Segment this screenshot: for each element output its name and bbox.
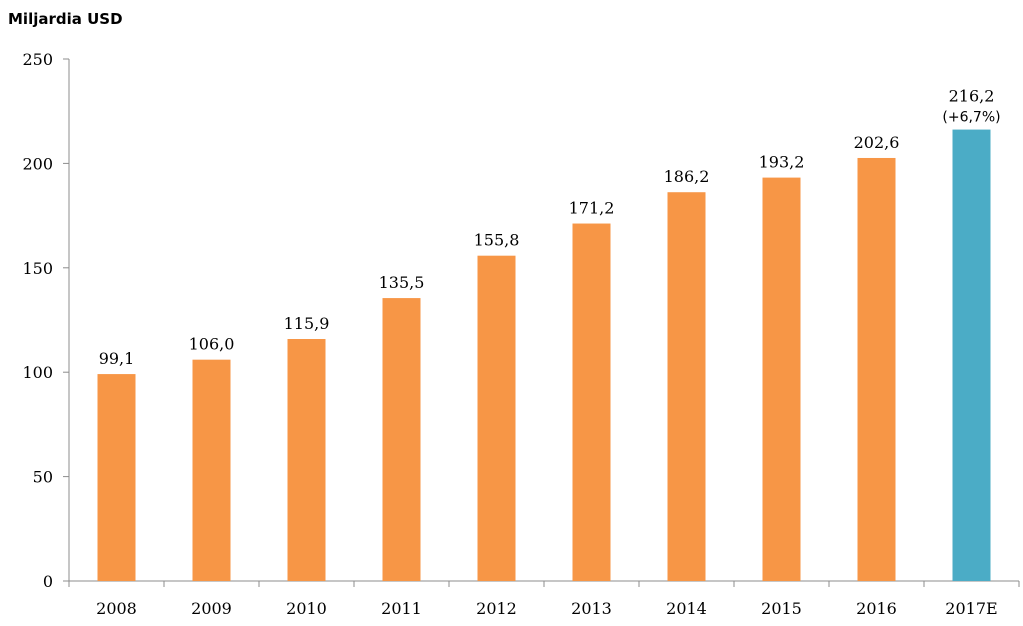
x-tick-label: 2010 (286, 599, 327, 618)
data-label: 135,5 (379, 273, 425, 292)
y-tick-label: 0 (43, 572, 53, 591)
x-tick-label: 2014 (666, 599, 707, 618)
y-unit-label: Miljardia USD (8, 10, 123, 28)
x-tick-label: 2017E (945, 599, 997, 618)
bar (382, 298, 421, 581)
x-tick-label: 2015 (761, 599, 802, 618)
y-tick-label: 200 (22, 154, 53, 173)
bar (667, 192, 706, 581)
data-label: 171,2 (569, 199, 615, 218)
y-axis: 0 50 100 150 200 250 (22, 50, 70, 591)
data-label: 106,0 (189, 335, 235, 354)
bar (952, 129, 991, 581)
x-tick-label: 2009 (191, 599, 232, 618)
x-axis: 2008 2009 2010 2011 2012 2013 2014 2015 2016 2017… (68, 580, 1020, 618)
bar (192, 359, 231, 581)
bars-group (97, 129, 991, 582)
data-label: 99,1 (99, 349, 135, 368)
y-tick-label: 250 (22, 50, 53, 69)
bar (857, 157, 896, 582)
x-tick-label: 2016 (856, 599, 897, 618)
x-tick-label: 2008 (96, 599, 137, 618)
y-tick-label: 50 (33, 468, 53, 487)
x-tick-label: 2013 (571, 599, 612, 618)
bar (287, 339, 326, 581)
data-label: 115,9 (284, 314, 330, 333)
data-label: 216,2 (949, 87, 995, 106)
data-label: 155,8 (474, 231, 520, 250)
y-tick-label: 150 (22, 259, 53, 278)
bar (97, 374, 136, 581)
data-label: 193,2 (759, 153, 805, 172)
y-tick-label: 100 (22, 363, 53, 382)
x-tick-label: 2011 (381, 599, 422, 618)
bar (477, 255, 516, 581)
bar (572, 223, 611, 581)
data-sublabel: (+6,7%) (942, 110, 1000, 126)
data-label: 186,2 (664, 167, 710, 186)
x-tick-label: 2012 (476, 599, 517, 618)
data-label: 202,6 (854, 133, 900, 152)
data-labels-group: 99,1 106,0 115,9 135,5 155,8 171,2 186,2 193,2 2… (99, 87, 1001, 369)
bar (762, 177, 801, 582)
